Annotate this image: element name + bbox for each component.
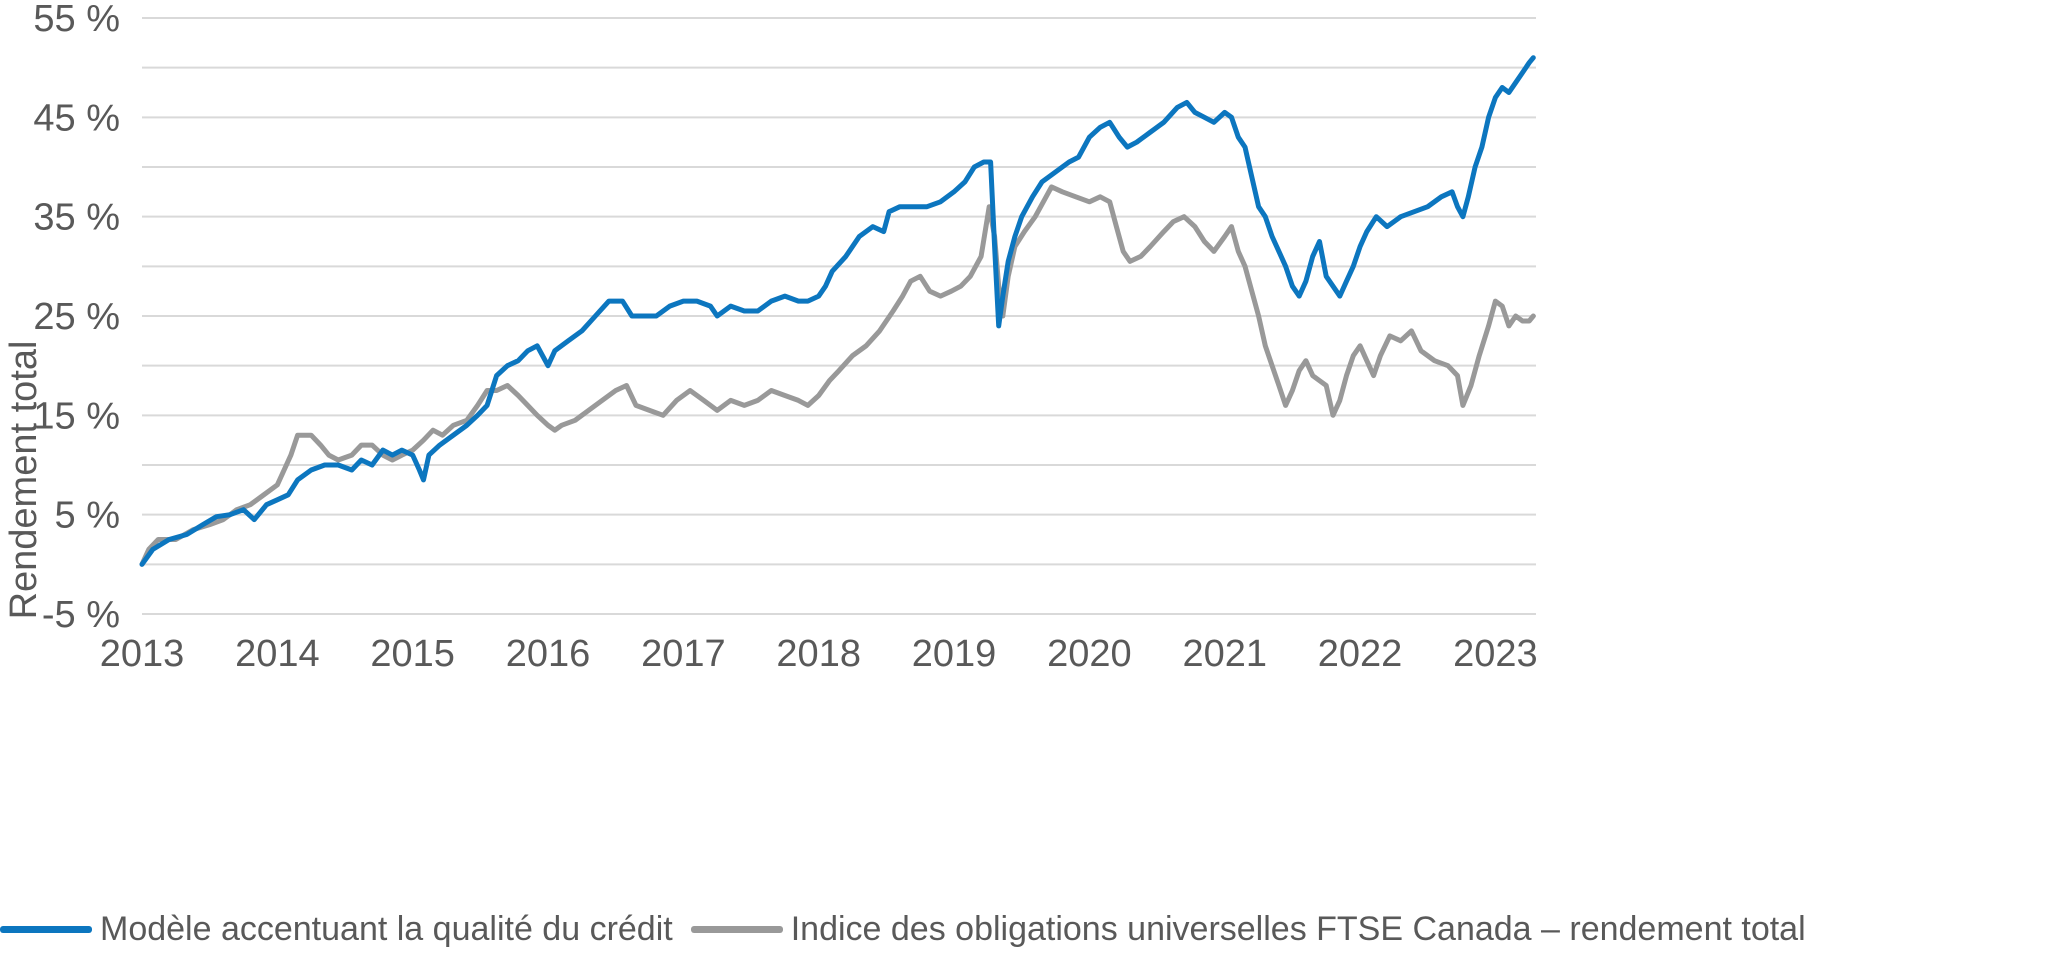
y-tick-label: 5 % — [55, 495, 120, 537]
y-tick-label: 35 % — [33, 197, 120, 239]
x-tick-label: 2014 — [235, 633, 320, 675]
legend-swatch-ftse-index — [690, 925, 783, 933]
legend-label-ftse-index: Indice des obligations universelles FTSE… — [790, 909, 1806, 948]
legend-item-credit-quality-model: Modèle accentuant la qualité du crédit — [0, 910, 673, 949]
series-lines — [139, 55, 1536, 567]
legend-item-ftse-index: Indice des obligations universelles FTSE… — [690, 909, 1806, 949]
legend-label-credit-quality-model: Modèle accentuant la qualité du crédit — [100, 909, 673, 948]
y-tick-label: 15 % — [33, 395, 120, 437]
x-tick-label: 2022 — [1318, 633, 1403, 675]
y-axis-ticks: -5 % 5 % 15 % 25 % 35 % 45 % 55 % — [33, 0, 120, 636]
x-tick-label: 2017 — [641, 633, 726, 675]
y-tick-label: 55 % — [33, 0, 120, 40]
y-tick-label: 45 % — [33, 97, 120, 139]
x-axis-ticks: 2013 2014 2015 2016 2017 2018 2019 2020 2021 2022… — [100, 633, 1538, 675]
chart: -5 % 5 % 15 % 25 % 35 % 45 % 55 % 2013 2014 2015… — [3, 0, 1538, 675]
x-tick-label: 2020 — [1047, 633, 1132, 675]
y-tick-label: 25 % — [33, 296, 120, 338]
x-tick-label: 2019 — [912, 633, 997, 675]
y-axis-label: Rendement total — [3, 341, 45, 620]
y-tick-label: -5 % — [42, 594, 120, 636]
legend-swatch-credit-quality-model — [0, 925, 92, 933]
x-tick-label: 2018 — [776, 633, 861, 675]
gridlines — [142, 17, 1536, 615]
series-line-credit-quality-model — [139, 55, 1536, 567]
x-tick-label: 2013 — [100, 633, 185, 675]
legend: Modèle accentuant la qualité du crédit I… — [0, 905, 2064, 953]
x-tick-label: 2015 — [370, 633, 455, 675]
series-line-ftse-index — [139, 184, 1536, 567]
x-tick-label: 2016 — [506, 633, 591, 675]
x-tick-label: 2021 — [1182, 633, 1267, 675]
x-tick-label: 2023 — [1453, 633, 1538, 675]
